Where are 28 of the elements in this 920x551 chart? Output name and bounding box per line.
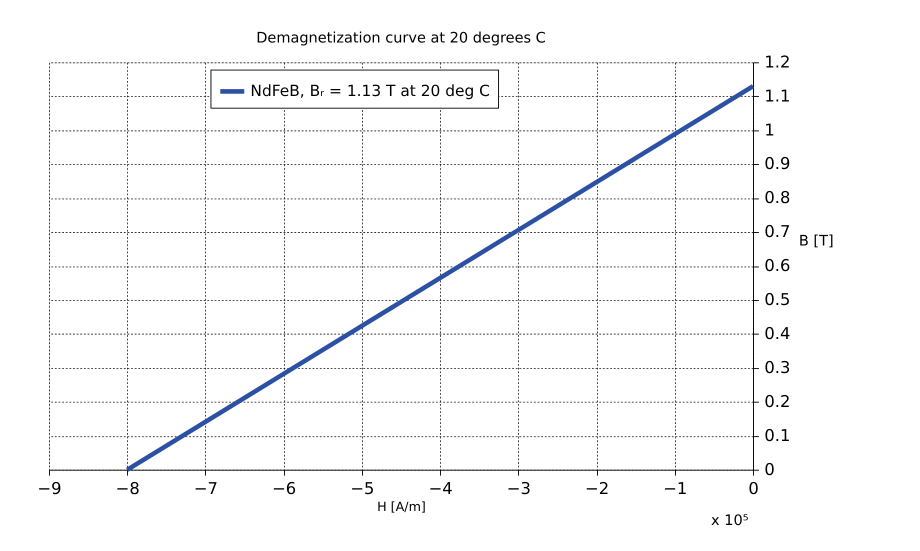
y-tick-label: 0: [764, 460, 775, 479]
x-tick-label: −3: [506, 478, 531, 498]
y-tick-label: 0.3: [764, 358, 790, 377]
y-axis-title: B [T]: [798, 234, 834, 250]
y-tick-label: 1: [764, 120, 775, 140]
x-tick-label: −5: [350, 478, 374, 498]
y-tick-label: 0.4: [764, 324, 790, 343]
x-tick-label: −9: [37, 478, 62, 498]
chart-title: Demagnetization curve at 20 degrees C: [256, 30, 546, 46]
y-tick-label: 1.1: [764, 86, 790, 106]
x-tick-label: −7: [194, 478, 218, 498]
y-tick-label: 1.2: [764, 52, 790, 72]
y-tick-label: 0.6: [764, 256, 790, 276]
x-tick-label: 0: [748, 478, 759, 498]
legend-label: NdFeB, Bᵣ = 1.13 T at 20 deg C: [250, 82, 490, 100]
x-tick-label: −4: [428, 478, 453, 498]
x-tick-label: −1: [663, 478, 688, 498]
y-tick-label: 0.9: [764, 154, 790, 174]
x-tick-label: −8: [116, 478, 140, 498]
y-tick-label: 0.2: [764, 392, 790, 411]
y-tick-label: 0.8: [764, 188, 790, 208]
y-tick-label: 0.5: [764, 290, 790, 310]
y-tick-label: 0.1: [764, 426, 790, 445]
text: x 10⁵: [711, 513, 749, 530]
x-tick-label: −2: [585, 478, 610, 498]
y-tick-label: 0.7: [764, 222, 790, 242]
x-axis-title: H [A/m]: [377, 499, 426, 514]
x-tick-label: −6: [272, 478, 296, 498]
